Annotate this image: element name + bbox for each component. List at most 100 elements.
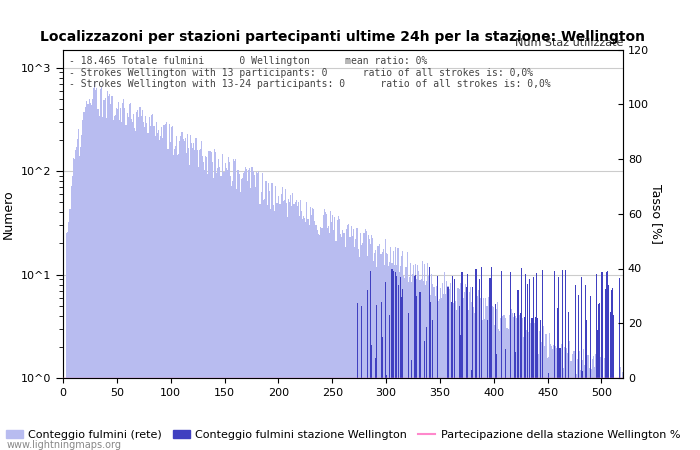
- Bar: [214, 148, 215, 450]
- Bar: [619, 378, 620, 450]
- Bar: [329, 233, 330, 450]
- Bar: [467, 274, 468, 450]
- Bar: [276, 203, 277, 450]
- Bar: [395, 275, 397, 450]
- Bar: [400, 266, 401, 450]
- Bar: [481, 292, 482, 450]
- Bar: [452, 276, 453, 450]
- Bar: [531, 318, 533, 450]
- Bar: [313, 209, 314, 450]
- Bar: [175, 146, 176, 450]
- Bar: [610, 378, 611, 450]
- Bar: [201, 141, 202, 450]
- Bar: [109, 94, 111, 450]
- Bar: [146, 123, 147, 450]
- Bar: [312, 208, 313, 450]
- Bar: [273, 205, 274, 450]
- Bar: [481, 267, 482, 450]
- Bar: [611, 290, 612, 450]
- Bar: [540, 320, 541, 450]
- Bar: [473, 306, 475, 450]
- Bar: [419, 280, 421, 450]
- Bar: [415, 275, 416, 450]
- Bar: [354, 247, 355, 450]
- Bar: [81, 135, 83, 450]
- Bar: [368, 235, 369, 450]
- Bar: [445, 293, 447, 450]
- Bar: [188, 148, 189, 450]
- Bar: [399, 272, 400, 450]
- Bar: [195, 138, 197, 450]
- Bar: [591, 369, 592, 450]
- Bar: [523, 337, 524, 450]
- Bar: [461, 300, 463, 450]
- Bar: [568, 357, 569, 450]
- Bar: [314, 221, 315, 450]
- Bar: [158, 130, 159, 450]
- Bar: [103, 100, 104, 450]
- Bar: [542, 334, 543, 450]
- Bar: [615, 378, 617, 450]
- Bar: [594, 367, 595, 450]
- Bar: [386, 253, 387, 450]
- Bar: [545, 334, 547, 450]
- Bar: [429, 267, 430, 450]
- Bar: [108, 96, 109, 450]
- Bar: [563, 369, 564, 450]
- Bar: [275, 186, 276, 450]
- Bar: [247, 181, 248, 450]
- Bar: [149, 117, 150, 450]
- Bar: [92, 99, 93, 450]
- Bar: [199, 149, 201, 450]
- Y-axis label: Tasso [%]: Tasso [%]: [650, 184, 663, 244]
- Bar: [524, 319, 525, 450]
- Bar: [519, 325, 521, 450]
- Bar: [341, 237, 342, 450]
- Bar: [540, 329, 541, 450]
- Bar: [581, 359, 582, 450]
- Bar: [568, 312, 569, 450]
- Bar: [559, 348, 561, 450]
- Bar: [621, 378, 622, 450]
- Bar: [561, 270, 563, 450]
- Bar: [402, 251, 403, 450]
- Bar: [385, 282, 386, 450]
- Bar: [585, 356, 587, 450]
- Bar: [605, 289, 606, 450]
- Bar: [528, 332, 529, 450]
- Bar: [265, 180, 267, 450]
- Bar: [475, 296, 477, 450]
- Bar: [527, 284, 528, 450]
- Bar: [424, 342, 425, 450]
- Bar: [411, 282, 412, 450]
- Bar: [599, 357, 601, 450]
- Bar: [104, 99, 105, 450]
- Bar: [327, 228, 328, 450]
- Bar: [371, 235, 372, 450]
- Bar: [77, 139, 78, 450]
- Bar: [90, 103, 91, 450]
- Bar: [610, 312, 611, 450]
- Bar: [575, 374, 577, 450]
- Bar: [496, 354, 497, 450]
- Bar: [556, 348, 557, 450]
- Bar: [384, 266, 385, 450]
- Bar: [437, 276, 438, 450]
- Bar: [215, 152, 216, 450]
- Bar: [211, 162, 213, 450]
- Bar: [191, 143, 193, 450]
- Bar: [441, 298, 442, 450]
- Text: Num Staz utilizzate: Num Staz utilizzate: [514, 38, 623, 48]
- Bar: [105, 98, 106, 450]
- Bar: [456, 310, 457, 450]
- Bar: [328, 226, 329, 450]
- Bar: [95, 90, 97, 450]
- Bar: [206, 157, 207, 450]
- Bar: [133, 114, 134, 450]
- Bar: [239, 192, 241, 450]
- Bar: [119, 120, 120, 450]
- Bar: [287, 217, 288, 450]
- Bar: [357, 303, 358, 450]
- Bar: [466, 309, 467, 450]
- Bar: [137, 110, 139, 450]
